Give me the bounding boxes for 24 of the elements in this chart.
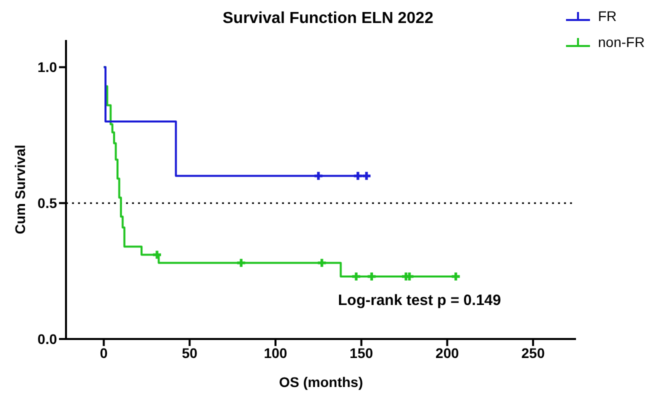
- x-axis-title: OS (months): [279, 374, 363, 390]
- x-tick-label: 100: [264, 344, 288, 361]
- point: [318, 258, 326, 267]
- x-tick-label: 200: [436, 344, 460, 361]
- point: [368, 272, 376, 281]
- x-tick-label: 0: [100, 344, 108, 361]
- x-tick-label: 250: [521, 344, 545, 361]
- point: [314, 172, 322, 180]
- point: [152, 250, 162, 259]
- y-tick-label: 0.0: [38, 330, 58, 347]
- chart-title: Survival Function ELN 2022: [222, 10, 434, 28]
- point: [352, 272, 360, 281]
- point: [354, 172, 362, 180]
- point: [452, 272, 460, 281]
- y-tick-label: 1.0: [38, 59, 58, 76]
- legend-label: non-FR: [598, 34, 645, 50]
- y-tick-label: 0.5: [38, 195, 58, 212]
- point: [237, 258, 246, 267]
- x-tick-label: 50: [182, 344, 198, 361]
- annotation: Log-rank test p = 0.149: [338, 292, 501, 309]
- x-tick-label: 150: [350, 344, 374, 361]
- legend-label: FR: [598, 8, 617, 24]
- point: [362, 172, 371, 180]
- y-axis-title: Cum Survival: [12, 144, 28, 234]
